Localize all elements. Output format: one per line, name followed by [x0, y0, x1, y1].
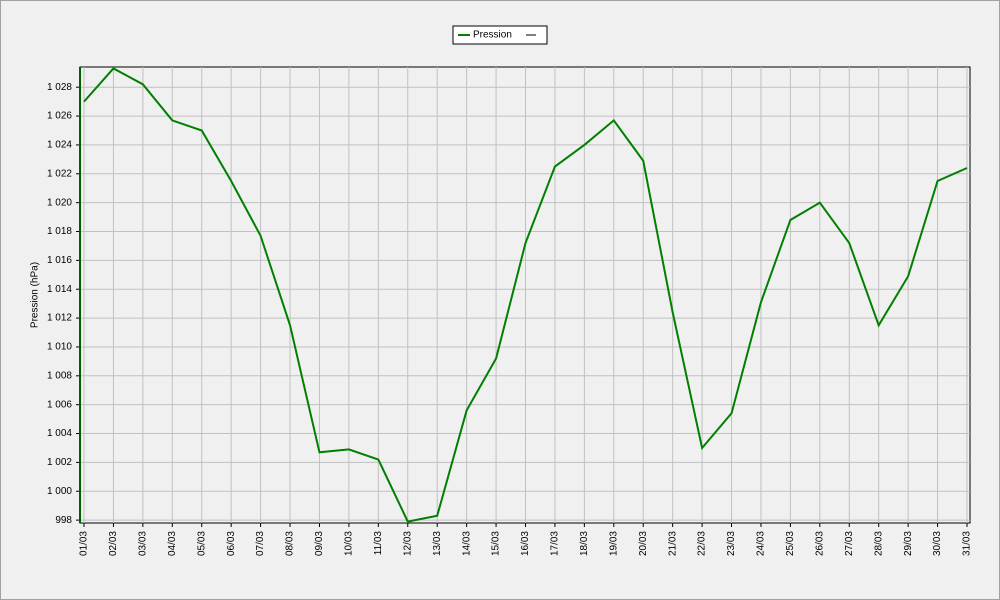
x-tick-label: 07/03	[255, 531, 266, 556]
x-tick-label: 06/03	[226, 531, 237, 556]
x-tick-label: 26/03	[814, 531, 825, 556]
x-tick-label: 22/03	[697, 531, 708, 556]
x-tick-label: 18/03	[579, 531, 590, 556]
x-tick-label: 14/03	[461, 531, 472, 556]
x-tick-label: 15/03	[491, 531, 502, 556]
y-tick-label: 1 026	[47, 111, 72, 122]
x-tick-label: 25/03	[785, 531, 796, 556]
x-tick-label: 23/03	[726, 531, 737, 556]
x-tick-label: 28/03	[873, 531, 884, 556]
x-tick-label: 01/03	[79, 531, 90, 556]
y-tick-label: 1 012	[47, 313, 72, 324]
x-tick-label: 10/03	[344, 531, 355, 556]
x-tick-label: 31/03	[962, 531, 973, 556]
y-tick-label: 1 006	[47, 399, 72, 410]
y-tick-label: 1 002	[47, 457, 72, 468]
x-tick-label: 08/03	[285, 531, 296, 556]
x-tick-label: 20/03	[638, 531, 649, 556]
y-tick-label: 1 028	[47, 82, 72, 93]
x-tick-label: 16/03	[520, 531, 531, 556]
x-tick-label: 17/03	[550, 531, 561, 556]
x-tick-label: 04/03	[167, 531, 178, 556]
x-tick-label: 12/03	[402, 531, 413, 556]
x-tick-label: 24/03	[756, 531, 767, 556]
y-tick-label: 1 016	[47, 255, 72, 266]
x-tick-label: 13/03	[432, 531, 443, 556]
x-tick-label: 19/03	[608, 531, 619, 556]
x-tick-label: 11/03	[373, 531, 384, 556]
y-tick-label: 1 024	[47, 140, 72, 151]
x-tick-label: 03/03	[138, 531, 149, 556]
x-tick-label: 21/03	[667, 531, 678, 556]
y-tick-label: 1 014	[47, 284, 72, 295]
y-axis-label: Pression (hPa)	[30, 262, 41, 328]
data-line	[83, 67, 968, 523]
x-tick-label: 09/03	[314, 531, 325, 556]
x-tick-label: 27/03	[844, 531, 855, 556]
y-tick-label: 1 004	[47, 428, 72, 439]
legend-label: Pression	[473, 30, 512, 41]
y-tick-label: 1 022	[47, 168, 72, 179]
y-tick-label: 1 010	[47, 342, 72, 353]
legend: Pression	[452, 25, 548, 45]
x-tick-label: 02/03	[108, 531, 119, 556]
x-tick-label: 05/03	[196, 531, 207, 556]
x-tick-label: 29/03	[903, 531, 914, 556]
y-tick-label: 1 000	[47, 486, 72, 497]
y-tick-label: 1 020	[47, 197, 72, 208]
legend-box	[452, 25, 548, 45]
y-tick-label: 1 008	[47, 370, 72, 381]
y-tick-label: 998	[55, 515, 72, 526]
y-tick-label: 1 018	[47, 226, 72, 237]
x-tick-label: 30/03	[932, 531, 943, 556]
